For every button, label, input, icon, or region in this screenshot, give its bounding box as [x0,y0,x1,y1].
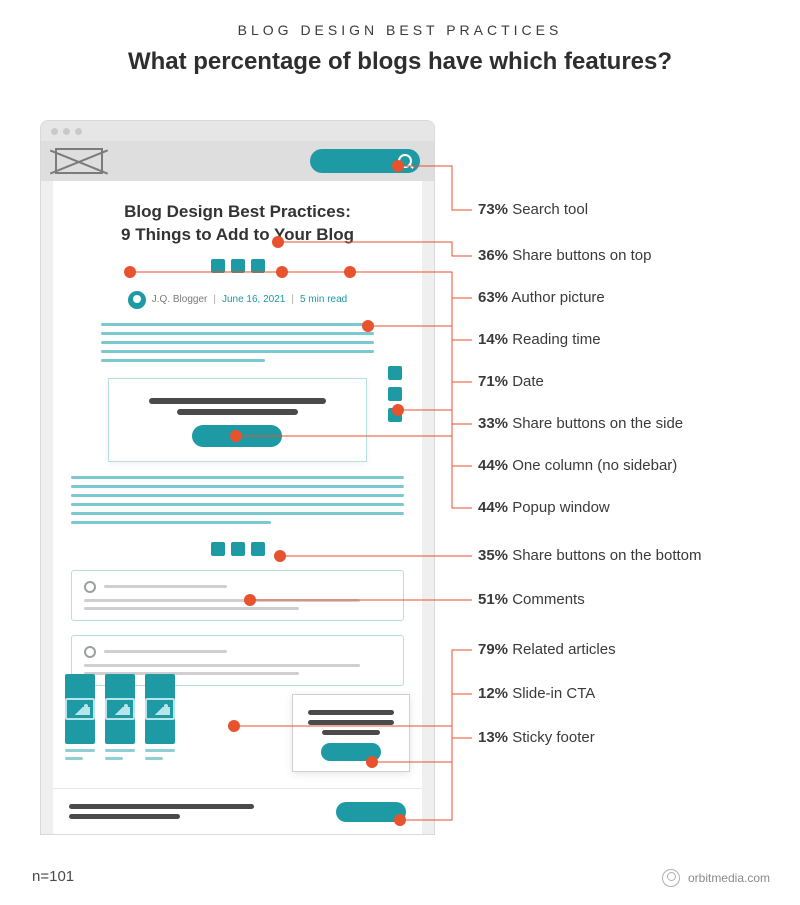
byline: J.Q. Blogger | June 16, 2021 | 5 min rea… [71,291,404,309]
reading-time: 5 min read [300,294,347,305]
linkedin-icon [251,542,265,556]
callout-marker [392,404,404,416]
popup-window [108,378,368,462]
twitter-icon [388,387,402,401]
callout-marker [230,430,242,442]
commenter-avatar-icon [84,646,96,658]
post-date: June 16, 2021 [222,294,285,305]
browser-chrome-dots [41,121,434,141]
callout-marker [362,320,374,332]
callout-marker [228,720,240,732]
share-buttons-bottom [71,542,404,556]
body-text-placeholder [71,476,404,524]
callout-marker [366,756,378,768]
feature-label: 73% Search tool [478,201,588,218]
body-text-placeholder [71,323,404,362]
commenter-avatar-icon [84,581,96,593]
image-placeholder-icon [105,698,135,720]
sample-size: n=101 [32,868,74,885]
author-avatar-icon [128,291,146,309]
facebook-icon [388,366,402,380]
feature-label: 35% Share buttons on the bottom [478,547,702,564]
search-tool [310,149,420,173]
author-name: J.Q. Blogger [152,294,208,305]
related-card [65,674,95,744]
feature-label: 36% Share buttons on top [478,247,651,264]
callout-marker [124,266,136,278]
feature-label: 71% Date [478,373,544,390]
callout-marker [344,266,356,278]
feature-label: 63% Author picture [478,289,605,306]
callout-marker [272,236,284,248]
orbitmedia-logo-icon [662,869,680,887]
image-placeholder-icon [65,698,95,720]
twitter-icon [231,259,245,273]
feature-label: 13% Sticky footer [478,729,595,746]
logo-placeholder-icon [55,148,103,174]
related-card [145,674,175,744]
facebook-icon [211,542,225,556]
feature-label: 79% Related articles [478,641,616,658]
callout-marker [394,814,406,826]
source-credit: orbitmedia.com [662,869,770,887]
linkedin-icon [251,259,265,273]
sticky-footer [53,788,422,834]
image-placeholder-icon [145,698,175,720]
feature-label: 14% Reading time [478,331,601,348]
callout-marker [392,160,404,172]
comment-box [71,570,404,621]
feature-label: 33% Share buttons on the side [478,415,683,432]
feature-label: 12% Slide-in CTA [478,685,595,702]
browser-body: Blog Design Best Practices: 9 Things to … [53,181,422,834]
feature-label: 51% Comments [478,591,585,608]
slide-in-cta [292,694,410,772]
callout-marker [276,266,288,278]
facebook-icon [211,259,225,273]
browser-header [41,141,434,181]
related-card [105,674,135,744]
feature-label: 44% One column (no sidebar) [478,457,677,474]
page-title: What percentage of blogs have which feat… [0,48,800,76]
twitter-icon [231,542,245,556]
mock-post-title: Blog Design Best Practices: 9 Things to … [71,201,404,247]
eyebrow-text: BLOG DESIGN BEST PRACTICES [0,0,800,38]
callout-marker [244,594,256,606]
feature-label: 44% Popup window [478,499,610,516]
callout-marker [274,550,286,562]
